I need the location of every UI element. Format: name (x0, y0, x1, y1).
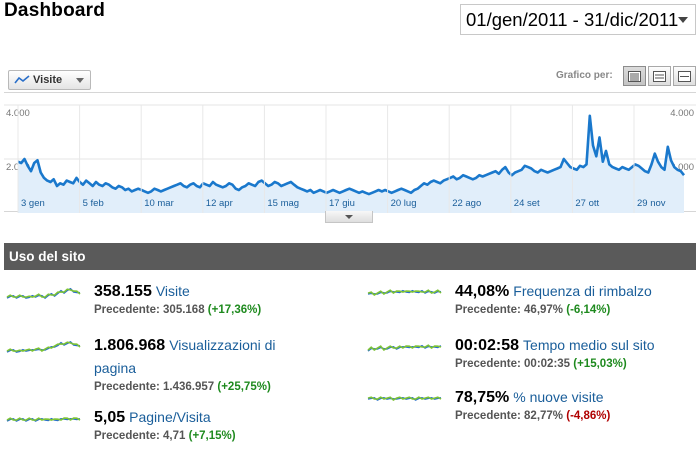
x-tick-label: 22 ago (452, 198, 481, 209)
stat-previous-value: Precedente: 82,77% (455, 410, 567, 422)
series-area (18, 115, 684, 213)
stat-body: 44,08% Frequenza di rimbalzo Precedente: 4… (455, 280, 652, 317)
stat-label-link[interactable]: Frequenza di rimbalzo (513, 283, 652, 299)
metric-select-label: Visite (33, 74, 63, 86)
chevron-down-icon (76, 78, 84, 83)
x-tick-label: 15 mag (267, 198, 299, 209)
site-usage-header: Uso del sito (4, 243, 696, 270)
y-axis-label-right: 2.000 (670, 162, 694, 173)
stat-main-line: 1.806.968 Visualizzazioni di (94, 334, 276, 357)
stat-previous-value: Precedente: 46,97% (455, 304, 567, 316)
stat-value: 5,05 (94, 409, 126, 426)
sparkline-path (367, 344, 442, 352)
stat-value: 44,08% (455, 283, 510, 300)
sparkline-path (367, 396, 442, 401)
sparkline-path (367, 289, 442, 296)
month-view-button[interactable] (673, 66, 696, 86)
date-range-picker[interactable]: 01/gen/2011 - 31/dic/2011 (460, 4, 696, 35)
stat-main-line: 00:02:58 Tempo medio sul sito (455, 334, 655, 357)
stat-delta: (+7,15%) (188, 430, 236, 442)
chevron-down-icon (678, 17, 688, 23)
day-view-button[interactable] (623, 66, 646, 86)
stat-value: 1.806.968 (94, 337, 166, 354)
stat-delta: (+25,75%) (217, 381, 271, 393)
stat-previous: Precedente: 46,97% (-6,14%) (455, 303, 652, 317)
stat-delta: (+17,36%) (207, 304, 262, 316)
sparkline (6, 417, 81, 422)
stat-value: 358.155 (94, 283, 152, 300)
sparkline (367, 396, 442, 401)
x-tick-label: 24 set (514, 198, 540, 209)
stat-previous: Precedente: 305.168 (+17,36%) (94, 303, 261, 317)
month-view-icon (678, 70, 691, 82)
x-tick-label: 3 gen (21, 198, 45, 209)
date-range-text: 01/gen/2011 - 31/dic/2011 (466, 8, 679, 30)
sparkline-path (6, 417, 81, 421)
x-tick-label: 17 giu (329, 198, 355, 209)
page-title: Dashboard (4, 0, 106, 21)
stat-label-link[interactable]: Tempo medio sul sito (523, 337, 655, 353)
stat-main-line: 358.155 Visite (94, 280, 261, 303)
x-tick-label: 10 mar (144, 198, 174, 209)
stat-body: 00:02:58 Tempo medio sul sito Precedente: … (455, 334, 655, 371)
sparkline (6, 341, 81, 353)
y-axis-label-right: 4.000 (670, 108, 694, 119)
x-tick-label: 12 apr (206, 198, 233, 209)
chart-expand-button[interactable] (325, 211, 373, 223)
day-view-icon (628, 70, 641, 82)
sparkline (6, 287, 81, 299)
x-tick-label: 5 feb (83, 198, 104, 209)
sparkline-path (6, 341, 81, 352)
stat-previous-value: Precedente: 1.436.957 (94, 381, 218, 393)
stat-delta: (+15,03%) (573, 358, 627, 370)
chevron-down-icon (345, 214, 353, 219)
stat-previous: Precedente: 1.436.957 (+25,75%) (94, 380, 276, 394)
stat-label-link[interactable]: Visite (155, 283, 190, 299)
week-view-button[interactable] (648, 66, 671, 86)
stat-label-link-continued[interactable]: pagina (94, 360, 137, 376)
stat-previous: Precedente: 4,71 (+7,15%) (94, 429, 236, 443)
sparkline (367, 289, 442, 296)
stat-label-link[interactable]: Visualizzazioni di (169, 337, 276, 353)
stat-previous-value: Precedente: 00:02:35 (455, 358, 574, 370)
stat-body: 78,75%% nuove visite Precedente: 82,77% (… (455, 386, 610, 423)
x-tick-label: 29 nov (637, 198, 666, 209)
stat-label-line: pagina (94, 357, 276, 380)
series-line-visite (17, 114, 686, 196)
stat-value: 78,75% (455, 389, 510, 406)
stat-body: 5,05 Pagine/Visita Precedente: 4,71 (+7,15… (94, 406, 236, 443)
stat-previous: Precedente: 00:02:35 (+15,03%) (455, 357, 655, 371)
week-view-icon (653, 70, 666, 82)
x-tick-label: 20 lug (391, 198, 417, 209)
stat-delta: (-4,86%) (566, 410, 611, 422)
stat-body: 358.155 Visite Precedente: 305.168 (+17,36… (94, 280, 261, 317)
stat-main-line: 5,05 Pagine/Visita (94, 406, 236, 429)
stat-label-link[interactable]: % nuove visite (513, 389, 604, 405)
stat-delta: (-6,14%) (566, 304, 611, 316)
stat-main-line: 78,75%% nuove visite (455, 386, 610, 409)
stat-body: 1.806.968 Visualizzazioni di pagina Precede… (94, 334, 276, 394)
stat-label-link[interactable]: Pagine/Visita (129, 409, 211, 425)
x-tick-label: 27 ott (575, 198, 599, 209)
stat-previous-value: Precedente: 4,71 (94, 430, 189, 442)
line-chart-icon (14, 75, 30, 84)
metric-select[interactable]: Visite (8, 70, 91, 90)
stat-main-line: 44,08% Frequenza di rimbalzo (455, 280, 652, 303)
sparkline-path (6, 288, 81, 298)
stat-value: 00:02:58 (455, 337, 520, 354)
sparkline (367, 344, 442, 352)
stat-previous: Precedente: 82,77% (-4,86%) (455, 409, 610, 423)
stat-previous-value: Precedente: 305.168 (94, 304, 208, 316)
graph-by-label: Grafico per: (556, 70, 613, 81)
